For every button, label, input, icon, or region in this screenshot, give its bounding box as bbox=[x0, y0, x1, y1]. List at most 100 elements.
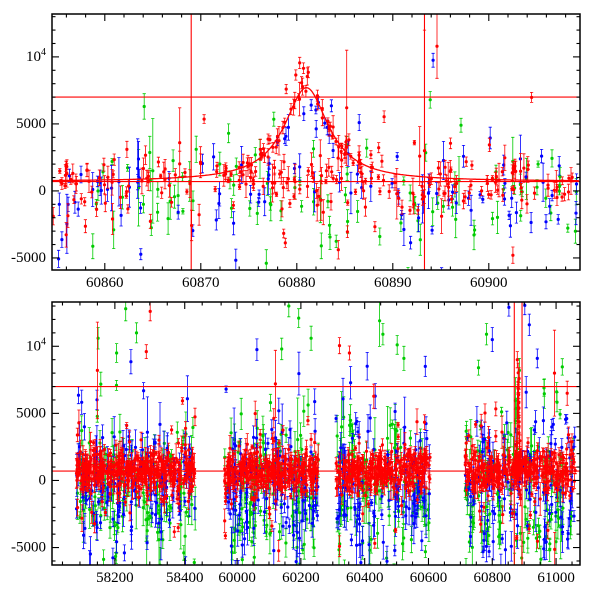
data-point bbox=[525, 202, 529, 206]
data-point bbox=[531, 525, 536, 529]
data-point bbox=[301, 480, 305, 484]
data-point bbox=[83, 466, 87, 470]
data-point bbox=[565, 447, 569, 451]
data-point bbox=[542, 386, 546, 390]
data-point bbox=[395, 192, 399, 196]
data-point bbox=[245, 490, 249, 495]
data-point bbox=[558, 412, 562, 416]
data-point bbox=[335, 517, 339, 521]
data-point bbox=[148, 473, 152, 478]
data-point bbox=[114, 443, 118, 447]
data-point bbox=[170, 428, 174, 432]
data-point bbox=[115, 540, 119, 544]
data-point bbox=[178, 162, 182, 166]
data-point bbox=[565, 467, 569, 471]
data-point bbox=[479, 522, 483, 526]
data-point bbox=[430, 228, 434, 232]
data-point bbox=[348, 489, 352, 493]
data-point bbox=[561, 506, 565, 510]
data-point bbox=[176, 441, 180, 445]
data-point bbox=[231, 203, 235, 207]
data-point bbox=[545, 488, 550, 492]
data-point bbox=[334, 477, 338, 481]
data-point bbox=[277, 441, 281, 445]
data-point bbox=[122, 551, 126, 555]
data-point bbox=[481, 440, 485, 444]
data-point bbox=[253, 524, 257, 528]
data-point bbox=[120, 448, 124, 452]
data-point bbox=[519, 186, 523, 190]
data-point bbox=[380, 443, 384, 447]
data-point bbox=[143, 153, 148, 157]
data-point bbox=[173, 472, 177, 476]
data-point bbox=[145, 485, 149, 489]
data-point bbox=[348, 424, 352, 428]
data-point bbox=[542, 449, 546, 453]
data-point bbox=[86, 464, 90, 468]
data-point bbox=[395, 343, 399, 347]
data-point bbox=[190, 503, 194, 507]
data-point bbox=[281, 524, 285, 528]
data-point bbox=[357, 517, 361, 521]
data-point bbox=[288, 201, 292, 206]
data-point bbox=[157, 438, 161, 442]
data-point bbox=[250, 445, 254, 449]
data-point bbox=[81, 488, 85, 492]
data-point bbox=[337, 455, 341, 459]
data-point bbox=[148, 309, 152, 313]
data-point bbox=[268, 401, 273, 405]
data-point bbox=[57, 202, 61, 206]
data-point bbox=[470, 444, 474, 448]
data-point bbox=[223, 519, 227, 523]
data-point bbox=[290, 471, 294, 475]
data-point bbox=[258, 147, 262, 151]
data-point bbox=[228, 512, 232, 516]
data-point bbox=[144, 482, 148, 486]
data-point bbox=[313, 429, 317, 433]
data-point bbox=[344, 513, 348, 517]
data-point bbox=[237, 513, 242, 517]
data-point bbox=[277, 481, 281, 485]
data-point bbox=[374, 454, 378, 458]
data-point bbox=[453, 185, 457, 189]
data-point bbox=[555, 195, 559, 200]
data-point bbox=[500, 170, 504, 174]
data-point bbox=[401, 542, 405, 546]
data-point bbox=[232, 538, 236, 542]
data-point bbox=[272, 416, 276, 420]
data-point bbox=[383, 458, 387, 462]
data-point bbox=[237, 462, 241, 466]
data-point bbox=[372, 394, 376, 398]
data-point bbox=[112, 435, 116, 439]
data-point bbox=[542, 455, 546, 459]
data-point bbox=[291, 467, 295, 471]
data-point bbox=[171, 457, 175, 461]
data-point bbox=[163, 167, 167, 171]
data-point bbox=[166, 217, 170, 221]
data-point bbox=[270, 181, 275, 185]
data-point bbox=[261, 441, 265, 445]
data-point bbox=[157, 521, 161, 525]
data-point bbox=[78, 450, 82, 454]
data-point bbox=[106, 495, 110, 499]
data-point bbox=[555, 185, 559, 189]
data-point bbox=[427, 475, 431, 479]
data-point bbox=[554, 510, 558, 514]
data-point bbox=[503, 181, 507, 185]
x-tick-label: 60400 bbox=[346, 570, 384, 586]
data-point bbox=[543, 525, 547, 529]
data-point bbox=[395, 449, 399, 454]
data-point bbox=[479, 465, 483, 469]
data-point bbox=[159, 497, 163, 501]
data-point bbox=[125, 423, 129, 428]
data-point bbox=[159, 478, 163, 483]
data-point bbox=[544, 196, 548, 200]
data-point bbox=[449, 168, 453, 172]
data-point bbox=[227, 500, 231, 504]
y-tick-label: 0 bbox=[39, 183, 47, 199]
data-point bbox=[124, 307, 128, 311]
data-point bbox=[552, 188, 556, 192]
data-point bbox=[353, 474, 357, 478]
data-point bbox=[251, 459, 255, 463]
data-point bbox=[224, 166, 228, 170]
